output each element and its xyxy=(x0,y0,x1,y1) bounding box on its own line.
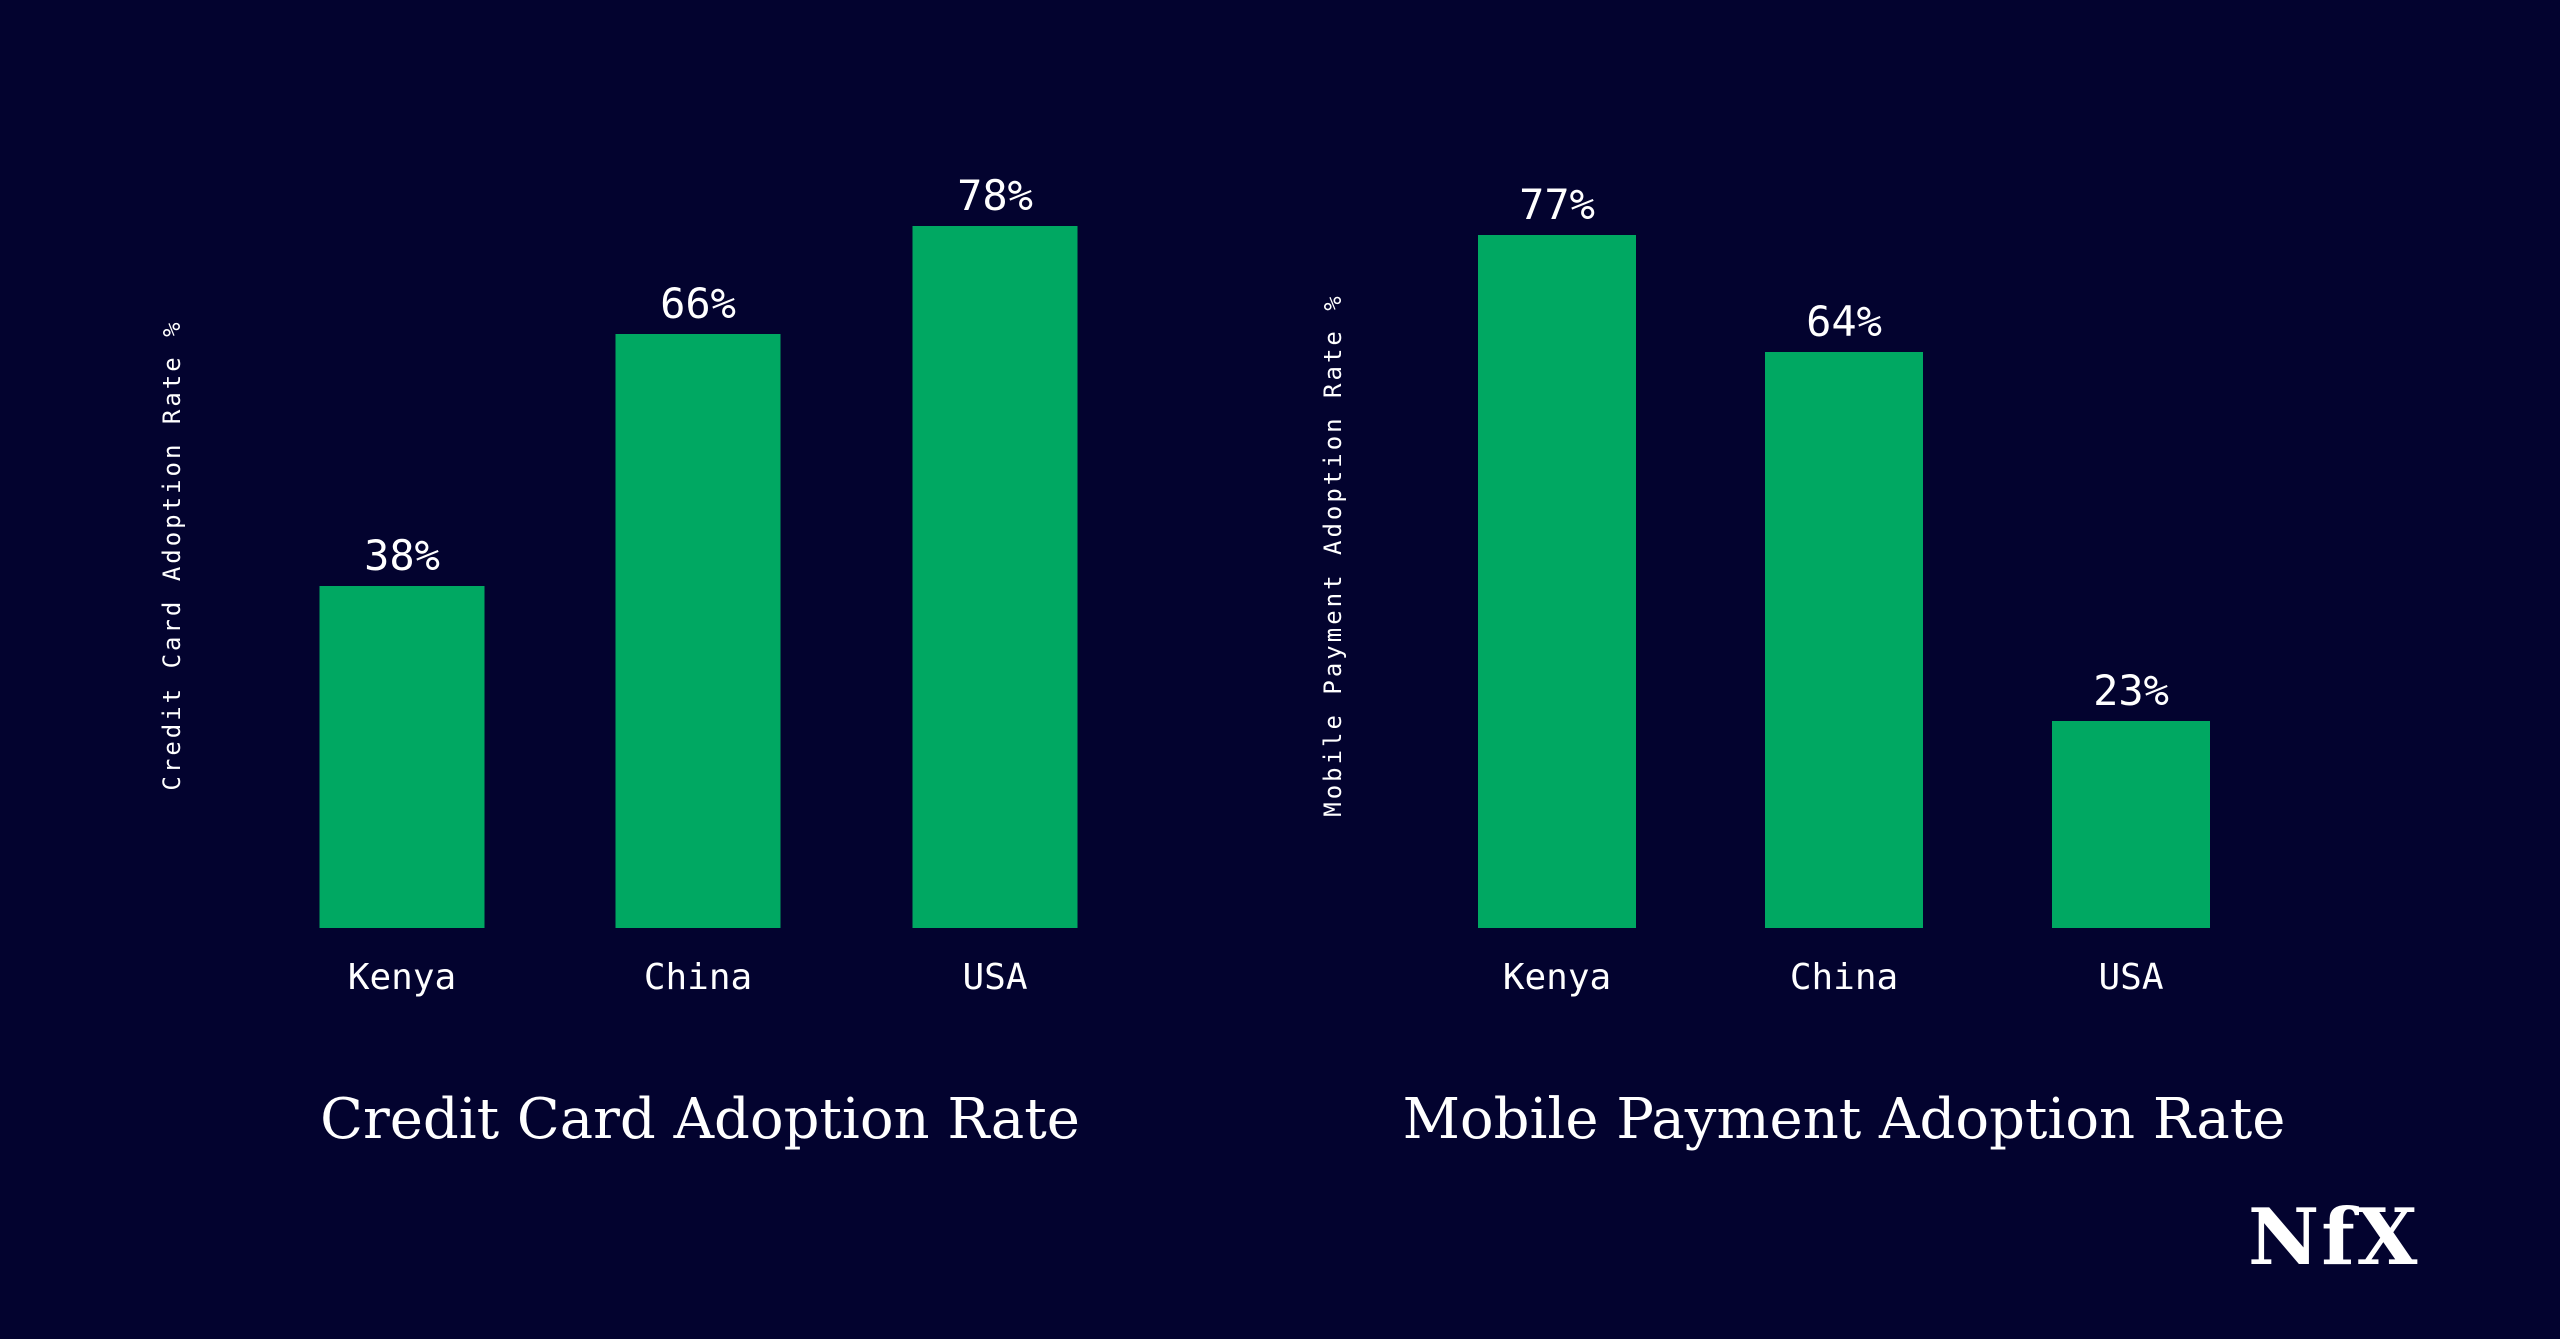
bar-kenya xyxy=(319,586,485,928)
bar-china xyxy=(615,334,781,928)
x-tick-label: Kenya xyxy=(1503,957,1611,998)
value-label: 77% xyxy=(1519,180,1595,229)
value-label: 23% xyxy=(2093,666,2169,715)
bar-kenya xyxy=(1478,235,1636,928)
bar-usa xyxy=(912,226,1078,928)
nfx-logo: NfX xyxy=(2248,1192,2420,1283)
value-label: 38% xyxy=(364,531,440,580)
chart-panel-1: 38% Kenya 66% China 78% USA Credit Card Adopti… xyxy=(158,171,1080,1152)
x-tick-label: China xyxy=(644,957,752,998)
x-tick-label: Kenya xyxy=(348,957,456,998)
x-tick-label: USA xyxy=(2098,957,2163,998)
chart-title: Credit Card Adoption Rate xyxy=(320,1087,1080,1152)
chart-panel-2: 77% Kenya 64% China 23% USA Mobile Payment Ado… xyxy=(1319,180,2285,1152)
x-tick-label: China xyxy=(1790,957,1898,998)
y-axis-label: Credit Card Adoption Rate % xyxy=(158,319,186,790)
bar-usa xyxy=(2052,721,2210,928)
x-tick-label: USA xyxy=(962,957,1027,998)
chart-title: Mobile Payment Adoption Rate xyxy=(1403,1087,2286,1152)
value-label: 78% xyxy=(957,171,1033,220)
value-label: 64% xyxy=(1806,297,1882,346)
y-axis-label: Mobile Payment Adoption Rate % xyxy=(1319,293,1347,816)
value-label: 66% xyxy=(660,279,736,328)
bar-china xyxy=(1765,352,1923,928)
